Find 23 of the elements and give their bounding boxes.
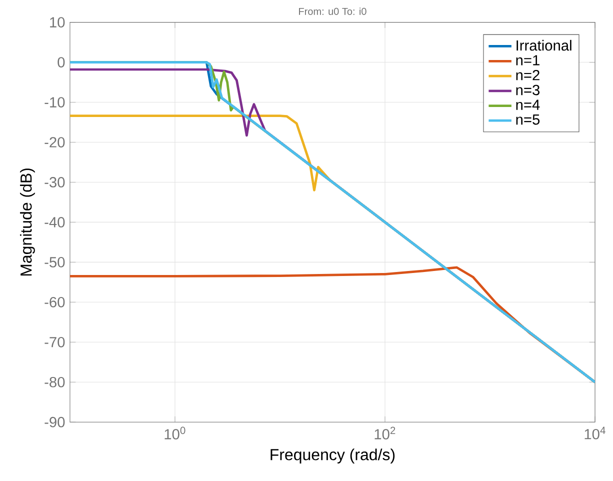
y-tick-label: -60 — [44, 296, 65, 308]
y-tick-label: 0 — [58, 57, 65, 68]
x-axis-title: Frequency (rad/s) — [270, 448, 395, 464]
legend-label: n=4 — [516, 100, 540, 110]
legend-label: n=3 — [516, 84, 540, 96]
y-tick-label: -80 — [44, 376, 65, 388]
legend-label: n=2 — [516, 70, 540, 80]
y-tick-label: -70 — [44, 336, 65, 348]
x-tick-label: 10$^{2}$ — [374, 426, 396, 440]
y-tick-label: -10 — [44, 97, 65, 108]
legend-label: n=1 — [516, 55, 540, 66]
chart-title: From: u0 To: i0 — [299, 8, 366, 15]
y-tick-label: -20 — [44, 137, 65, 148]
y-tick-label: -50 — [44, 256, 65, 268]
x-tick-label: 10$^{0}$ — [164, 426, 186, 440]
x-tick-label: 10$^{4}$ — [584, 426, 606, 440]
legend-label: Irrational — [516, 40, 572, 51]
y-axis-title: Magnitude (dB) — [20, 168, 35, 276]
legend-label: n=5 — [516, 114, 540, 125]
y-tick-label: -90 — [44, 416, 65, 428]
y-tick-label: -40 — [44, 217, 65, 228]
y-tick-label: 10 — [50, 17, 65, 28]
y-tick-label: -30 — [44, 177, 65, 188]
